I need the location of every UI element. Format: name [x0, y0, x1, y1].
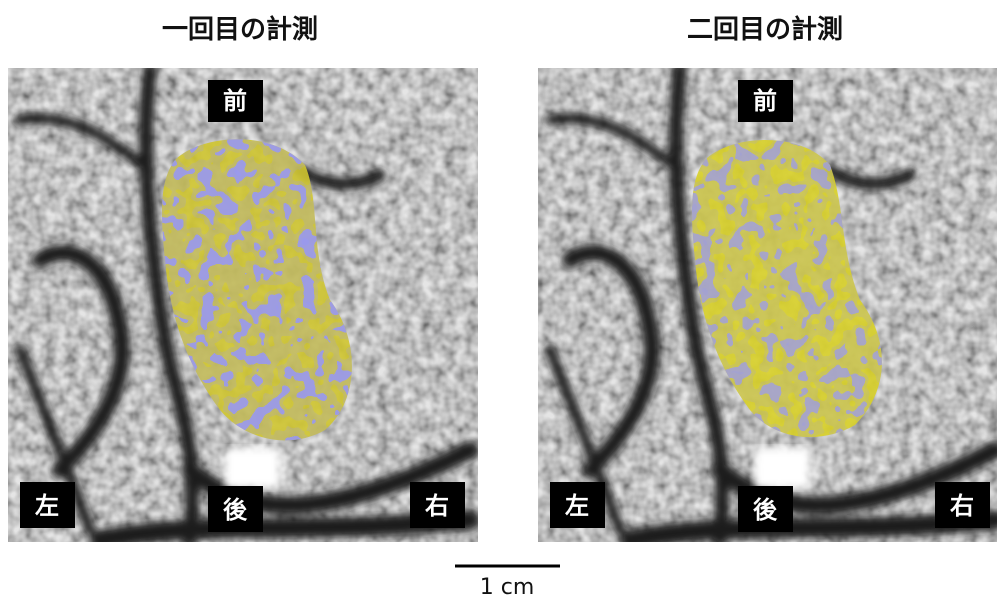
panel-title: 一回目の計測	[162, 14, 318, 45]
panel-title: 二回目の計測	[687, 14, 843, 45]
direction-label: 左	[565, 492, 589, 520]
direction-label: 後	[223, 496, 248, 524]
figure: 一回目の計測 二回目の計測	[0, 0, 999, 603]
bright-spot	[755, 448, 810, 488]
mri-image	[8, 68, 478, 542]
direction-label: 右	[950, 492, 974, 520]
scale-label: 1 cm	[480, 575, 535, 600]
direction-label: 前	[223, 87, 247, 115]
bright-spot	[225, 448, 280, 488]
mri-image	[538, 68, 997, 542]
direction-label: 左	[35, 492, 59, 520]
direction-label: 後	[753, 496, 778, 524]
direction-label: 右	[425, 492, 449, 520]
direction-label: 前	[753, 87, 777, 115]
